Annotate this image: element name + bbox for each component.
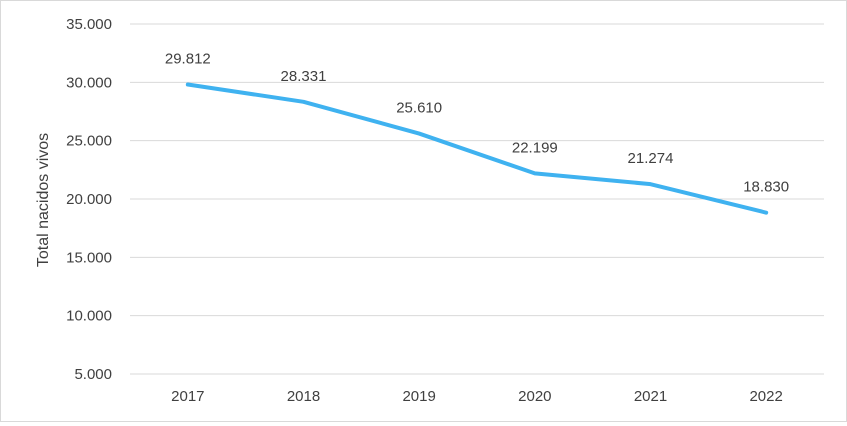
series-line <box>185 82 769 215</box>
series <box>185 82 769 215</box>
data-label: 22.199 <box>512 139 558 156</box>
data-label: 21.274 <box>628 150 674 167</box>
x-tick-label: 2018 <box>287 388 320 405</box>
x-tick-label: 2020 <box>518 388 551 405</box>
y-tick-label: 20.000 <box>66 191 112 208</box>
y-tick-label: 5.000 <box>74 366 112 383</box>
y-tick-label: 35.000 <box>66 16 112 33</box>
data-label: 28.331 <box>281 68 327 85</box>
x-tick-label: 2019 <box>402 388 435 405</box>
data-label: 18.830 <box>743 179 789 196</box>
y-tick-label: 25.000 <box>66 133 112 150</box>
gridlines <box>130 23 824 375</box>
x-axis-ticks: 2017 2018 2019 2020 2021 2022 <box>171 388 783 405</box>
data-labels: 29.812 28.331 25.610 22.199 21.274 18.830 <box>165 51 789 196</box>
y-tick-label: 15.000 <box>66 249 112 266</box>
x-tick-label: 2022 <box>749 388 782 405</box>
y-tick-label: 10.000 <box>66 308 112 325</box>
y-tick-label: 30.000 <box>66 74 112 91</box>
y-axis-label: Total nacidos vivos <box>35 133 52 267</box>
y-axis-ticks: 5.000 10.000 15.000 20.000 25.000 30.000 35.00… <box>66 16 112 383</box>
x-tick-label: 2017 <box>171 388 204 405</box>
data-label: 25.610 <box>396 100 442 117</box>
data-label: 29.812 <box>165 51 211 68</box>
x-tick-label: 2021 <box>634 388 667 405</box>
